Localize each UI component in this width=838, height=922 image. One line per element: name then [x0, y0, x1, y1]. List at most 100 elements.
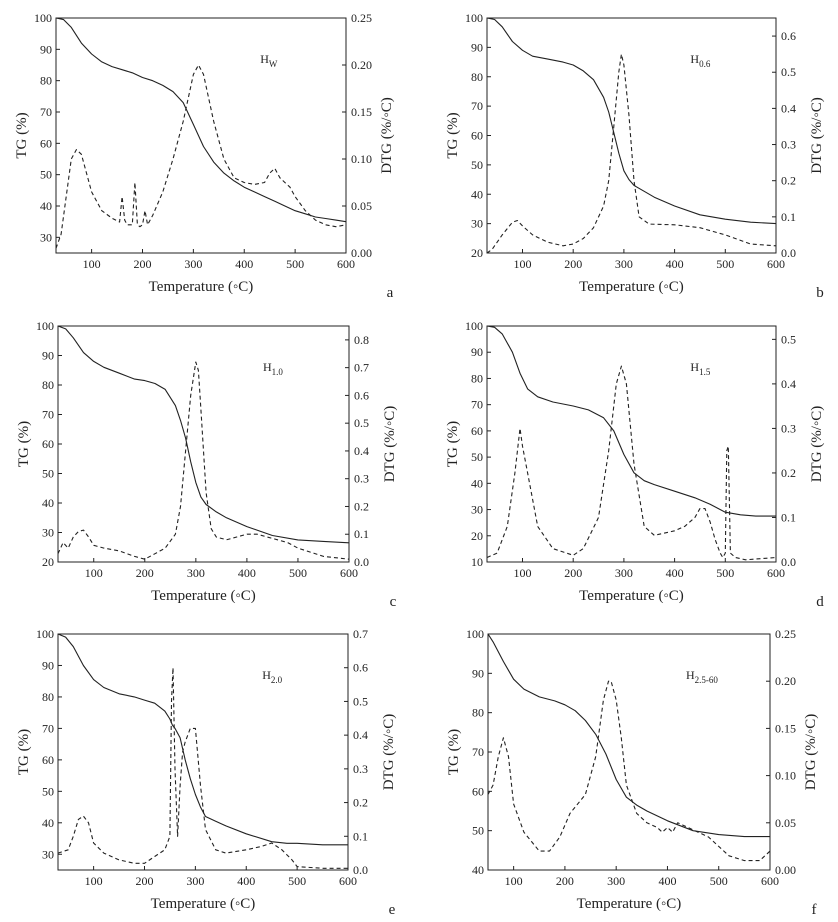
- x-tick-label: 600: [761, 874, 779, 888]
- panel-letter: d: [816, 594, 824, 610]
- x-tick-label: 400: [235, 257, 253, 271]
- y-right-tick-label: 0.20: [775, 674, 796, 688]
- sample-label: H2.5-60: [686, 668, 718, 685]
- y-right-tick-label: 0.2: [781, 174, 796, 188]
- y-right-axis-title: DTG (%/◦C): [382, 406, 398, 483]
- y-right-tick-label: 0.6: [354, 388, 369, 402]
- chart-panel-f: 100 200 300 400 500 600 40 50 60 70 80 90 100 0.00 0.0…: [446, 627, 819, 918]
- x-tick-label: 500: [286, 257, 304, 271]
- chart-panel-d: 100 200 300 400 500 600 10 20 30 40 50 60 70 80 90 100 0…: [445, 319, 825, 610]
- y-left-tick-label: 40: [40, 199, 52, 213]
- y-left-tick-label: 70: [472, 745, 484, 759]
- y-left-tick-label: 30: [471, 217, 483, 231]
- y-left-tick-label: 60: [471, 129, 483, 143]
- y-right-tick-label: 0.3: [354, 472, 369, 486]
- x-tick-label: 600: [339, 874, 357, 888]
- tg-curve: [55, 17, 347, 223]
- y-left-tick-label: 50: [472, 824, 484, 838]
- y-right-tick-label: 0.25: [351, 11, 372, 25]
- y-left-tick-label: 40: [471, 476, 483, 490]
- y-left-tick-label: 90: [472, 666, 484, 680]
- x-axis-title: Temperature (◦C): [579, 279, 684, 295]
- y-left-tick-label: 80: [42, 378, 54, 392]
- x-tick-label: 100: [513, 566, 531, 580]
- y-left-tick-label: 50: [40, 168, 52, 182]
- plot-frame: [57, 633, 349, 871]
- x-tick-label: 100: [85, 566, 103, 580]
- y-right-tick-label: 0.2: [354, 499, 369, 513]
- y-right-tick-label: 0.1: [354, 527, 369, 541]
- chart-panel-e: 100 200 300 400 500 600 30 40 50 60 70 80 90 100 0.0 0.…: [16, 627, 397, 918]
- x-tick-label: 100: [83, 257, 101, 271]
- y-right-tick-label: 0.1: [781, 210, 796, 224]
- panel-letter: e: [389, 902, 396, 918]
- x-tick-label: 200: [564, 566, 582, 580]
- plot-frame: [486, 325, 777, 563]
- chart-panel-a: 100 200 300 400 500 600 30 40 50 60 70 80 90 100 0.00 0…: [14, 11, 395, 301]
- x-tick-label: 600: [337, 257, 355, 271]
- y-right-tick-label: 0.3: [781, 421, 796, 435]
- y-left-tick-label: 40: [42, 816, 54, 830]
- y-right-tick-label: 0.5: [781, 332, 796, 346]
- y-left-tick-label: 50: [42, 467, 54, 481]
- y-left-tick-label: 50: [42, 784, 54, 798]
- y-left-tick-label: 20: [42, 555, 54, 569]
- y-left-tick-label: 100: [36, 627, 54, 641]
- y-left-tick-label: 70: [471, 398, 483, 412]
- x-tick-label: 400: [666, 566, 684, 580]
- x-tick-label: 100: [505, 874, 523, 888]
- y-right-tick-label: 0.15: [775, 721, 796, 735]
- sample-label: HW: [260, 52, 278, 69]
- y-right-tick-label: 0.7: [354, 361, 369, 375]
- y-right-tick-label: 0.6: [781, 29, 796, 43]
- tg-curve: [57, 633, 348, 846]
- tg-curve: [487, 633, 770, 838]
- y-left-axis-title: TG (%): [16, 421, 32, 467]
- y-left-tick-label: 30: [42, 526, 54, 540]
- y-left-tick-label: 50: [471, 450, 483, 464]
- dtg-curve: [487, 680, 771, 862]
- y-right-tick-label: 0.4: [354, 444, 369, 458]
- x-tick-label: 300: [615, 257, 633, 271]
- panel-letter: a: [387, 285, 394, 301]
- y-right-tick-label: 0.15: [351, 105, 372, 119]
- panel-letter: f: [812, 902, 817, 918]
- y-right-tick-label: 0.00: [351, 246, 372, 260]
- y-left-tick-label: 80: [472, 706, 484, 720]
- y-right-tick-label: 0.5: [354, 416, 369, 430]
- y-left-tick-label: 100: [34, 11, 52, 25]
- y-left-tick-label: 50: [471, 158, 483, 172]
- y-right-axis-title: DTG (%/◦C): [379, 97, 395, 174]
- y-left-tick-label: 90: [471, 345, 483, 359]
- y-left-tick-label: 60: [472, 784, 484, 798]
- y-left-tick-label: 80: [42, 690, 54, 704]
- x-tick-label: 300: [615, 566, 633, 580]
- tg-curve: [486, 17, 777, 225]
- y-left-axis-title: TG (%): [14, 112, 30, 158]
- y-right-tick-label: 0.5: [353, 694, 368, 708]
- y-left-axis-title: TG (%): [445, 421, 461, 467]
- y-right-tick-label: 0.25: [775, 627, 796, 641]
- y-right-tick-label: 0.0: [781, 555, 796, 569]
- x-tick-label: 400: [238, 566, 256, 580]
- y-left-tick-label: 70: [42, 721, 54, 735]
- y-right-tick-label: 0.3: [781, 138, 796, 152]
- x-axis-title: Temperature (◦C): [577, 896, 682, 912]
- sample-label: H0.6: [690, 52, 710, 69]
- plot-frame: [57, 325, 350, 563]
- dtg-curve: [486, 365, 777, 561]
- x-tick-label: 200: [556, 874, 574, 888]
- y-right-tick-label: 0.6: [353, 661, 368, 675]
- y-left-tick-label: 90: [42, 658, 54, 672]
- y-right-axis-title: DTG (%/◦C): [381, 714, 397, 791]
- y-right-tick-label: 0.7: [353, 627, 368, 641]
- y-left-axis-title: TG (%): [445, 112, 461, 158]
- x-tick-label: 200: [564, 257, 582, 271]
- x-axis-title: Temperature (◦C): [151, 896, 256, 912]
- y-left-tick-label: 40: [42, 496, 54, 510]
- y-right-tick-label: 0.10: [775, 769, 796, 783]
- x-tick-label: 500: [716, 566, 734, 580]
- y-left-tick-label: 100: [36, 319, 54, 333]
- y-left-tick-label: 10: [471, 555, 483, 569]
